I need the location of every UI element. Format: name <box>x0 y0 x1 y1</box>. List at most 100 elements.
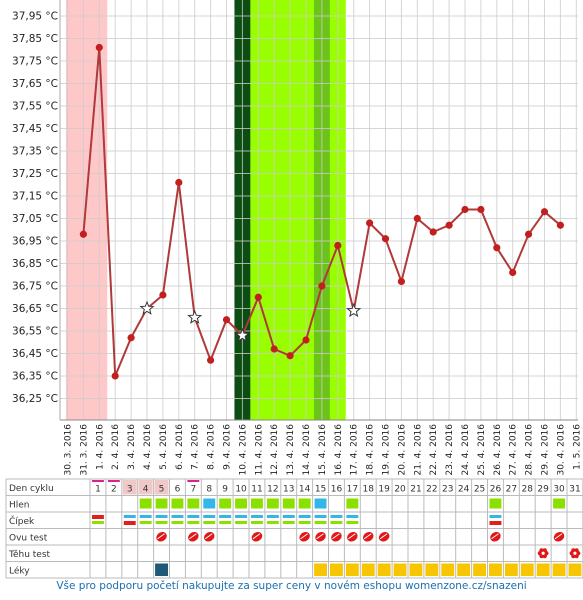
cipek-cell <box>171 515 184 518</box>
hlen-cell <box>235 498 247 509</box>
y-tick-label: 37,55 °C <box>12 101 58 113</box>
leky-cell <box>361 563 375 576</box>
x-tick-label: 24. 4. 2016 <box>461 424 471 476</box>
ovu-test-icon-line <box>157 533 165 540</box>
data-point <box>286 352 294 360</box>
cipek-cell <box>203 521 216 524</box>
x-tick-label: 12. 4. 2016 <box>270 424 280 476</box>
y-tick-label: 37,05 °C <box>12 213 58 225</box>
ovu-test-icon-line <box>348 533 356 540</box>
x-tick-label: 15. 4. 2016 <box>318 424 328 476</box>
cipek-cell <box>282 521 295 524</box>
ovu-test-icon <box>203 531 215 542</box>
temperature-chart: 37,95 °C 37,85 °C 37,75 °C 37,65 °C 37,55 °C… <box>12 0 582 476</box>
leky-cell <box>393 563 407 576</box>
leky-cell <box>520 563 534 576</box>
ovu-test-icon-line <box>189 533 197 540</box>
data-point <box>334 241 342 250</box>
y-tick-label: 37,75 °C <box>12 56 58 68</box>
cipek-cell <box>330 515 343 518</box>
data-point <box>493 244 501 252</box>
ovu-test-icon-line <box>363 533 372 540</box>
row-label: Léky <box>9 566 30 577</box>
data-point <box>540 208 549 216</box>
day-number: 3 <box>127 485 133 495</box>
ovu-test-icon-line <box>316 533 324 540</box>
leky-cell <box>155 563 168 576</box>
day-number: 17 <box>347 485 358 495</box>
row-label: Den cyklu <box>9 484 54 494</box>
day-number: 12 <box>267 485 278 495</box>
cipek-cell <box>346 515 359 518</box>
cipek-cell <box>346 521 359 524</box>
day-number: 10 <box>235 485 247 495</box>
y-tick-label: 36,65 °C <box>12 303 58 315</box>
cipek-cell <box>155 521 168 524</box>
x-tick-label: 27. 4. 2016 <box>509 424 519 476</box>
y-tick-label: 37,15 °C <box>12 191 58 203</box>
ovu-test-icon <box>331 531 342 542</box>
ovu-test-icon-line <box>204 533 213 540</box>
leky-cell <box>457 563 471 576</box>
ovu-test-icon <box>347 531 358 542</box>
cipek-cell <box>298 521 311 524</box>
row-label: Těhu test <box>8 550 51 560</box>
x-tick-label: 8. 4. 2016 <box>207 424 217 470</box>
day-number: 19 <box>378 485 390 495</box>
x-tick-label: 30. 3. 2016 <box>64 424 74 476</box>
day-marker <box>92 480 104 482</box>
day-number: 20 <box>394 485 406 495</box>
cipek-cell <box>187 521 200 524</box>
x-tick-label: 29. 4. 2016 <box>541 424 551 476</box>
hlen-cell <box>298 498 311 509</box>
day-marker <box>107 480 120 482</box>
leky-cell <box>345 563 359 576</box>
tehu-test-icon <box>542 553 547 559</box>
data-point <box>175 178 183 187</box>
x-tick-label: 4. 4. 2016 <box>143 424 153 470</box>
data-point <box>509 268 517 277</box>
day-number: 14 <box>299 485 311 495</box>
cipek-cell <box>219 515 232 518</box>
ovu-test-icon-line <box>300 533 308 540</box>
hlen-cell <box>203 498 216 509</box>
ovu-test-icon <box>378 531 390 542</box>
hlen-cell <box>489 498 502 509</box>
hlen-cell <box>553 498 565 509</box>
leky-cell <box>536 563 550 576</box>
data-point-star <box>139 300 155 315</box>
day-number: 24 <box>458 485 470 495</box>
day-number: 29 <box>537 485 549 495</box>
day-cell-bg <box>138 480 153 495</box>
leky-cell <box>473 563 486 576</box>
y-tick-label: 36,35 °C <box>12 371 58 383</box>
day-number: 8 <box>206 485 212 495</box>
row-label: Čípek <box>9 515 35 527</box>
x-tick-label: 11. 4. 2016 <box>254 424 264 476</box>
day-number: 2 <box>111 485 117 495</box>
x-tick-label: 23. 4. 2016 <box>445 424 455 476</box>
data-point <box>222 316 231 324</box>
hlen-cell <box>314 498 327 509</box>
hlen-cell <box>266 498 279 509</box>
data-point <box>397 277 405 286</box>
day-number: 21 <box>410 485 421 495</box>
cipek-cell <box>251 521 263 524</box>
data-point <box>445 221 453 229</box>
x-tick-label: 1. 5. 2016 <box>572 424 582 470</box>
day-marker <box>187 480 200 482</box>
hlen-cell <box>219 498 232 509</box>
ovu-test-icon-line <box>332 533 340 540</box>
data-point <box>381 235 390 243</box>
tehu-test-icon <box>571 548 576 553</box>
y-tick-label: 37,85 °C <box>12 33 58 45</box>
data-point <box>159 291 167 299</box>
tehu-test-icon <box>574 553 579 559</box>
footer-link[interactable]: Vše pro podporu početí nakupujte za supe… <box>56 580 527 592</box>
cipek-cell <box>266 515 279 518</box>
day-number: 6 <box>175 485 181 495</box>
cipek-cell <box>266 521 279 524</box>
row-label: Ovu test <box>9 534 48 544</box>
cipek-cell <box>235 521 247 524</box>
cipek-cell <box>282 515 295 518</box>
